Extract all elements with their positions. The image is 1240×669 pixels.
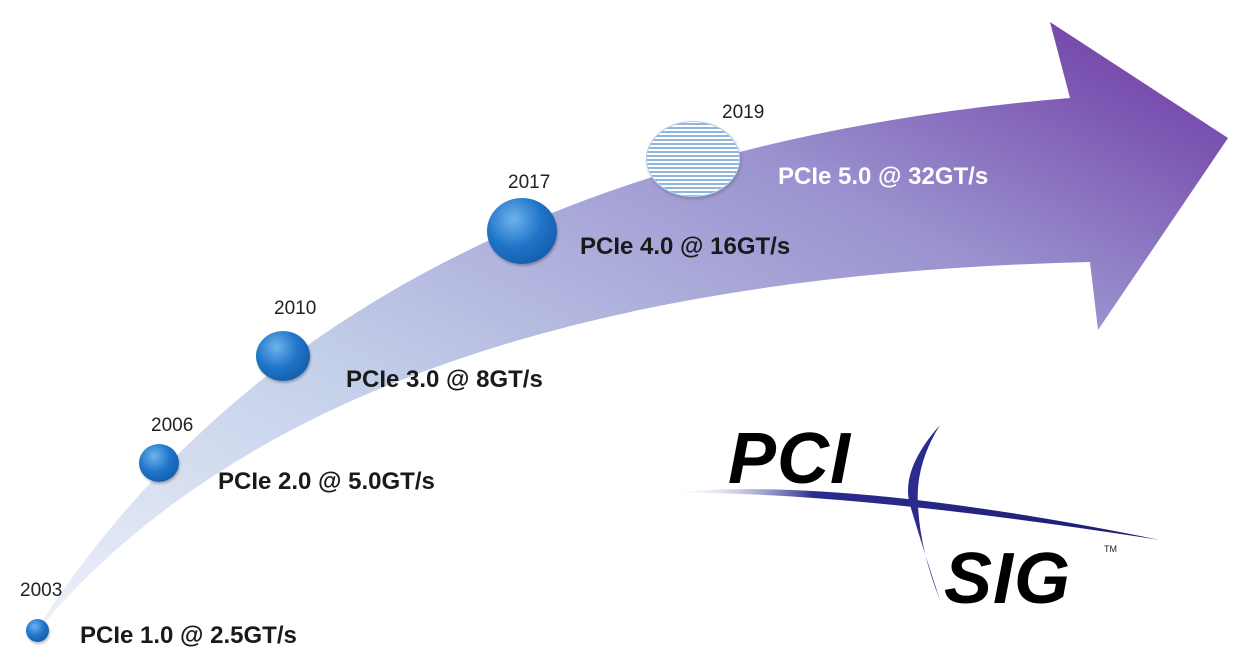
growth-arrow (30, 22, 1228, 640)
milestone-dot-2006 (139, 444, 179, 482)
milestone-dot-2010 (256, 331, 310, 381)
milestone-dot-2019 (646, 121, 740, 197)
generation-label-pcie3: PCIe 3.0 @ 8GT/s (346, 366, 543, 393)
generation-label-pcie5: PCIe 5.0 @ 32GT/s (778, 163, 989, 190)
milestone-dot-2003 (26, 619, 49, 642)
year-label-2017: 2017 (508, 172, 551, 193)
year-label-2019: 2019 (722, 102, 765, 123)
logo-pci-text: PCI (728, 419, 852, 499)
generation-label-pcie4: PCIe 4.0 @ 16GT/s (580, 233, 791, 260)
generation-label-pcie1: PCIe 1.0 @ 2.5GT/s (80, 622, 297, 649)
logo-trademark: TM (1104, 544, 1117, 554)
logo-swoosh-wave (908, 425, 940, 600)
year-label-2003: 2003 (20, 580, 63, 601)
year-label-2006: 2006 (151, 415, 194, 436)
year-label-2010: 2010 (274, 298, 317, 319)
milestone-dot-2017 (487, 198, 557, 264)
logo-sig-text: SIG (944, 539, 1072, 619)
generation-label-pcie2: PCIe 2.0 @ 5.0GT/s (218, 468, 435, 495)
